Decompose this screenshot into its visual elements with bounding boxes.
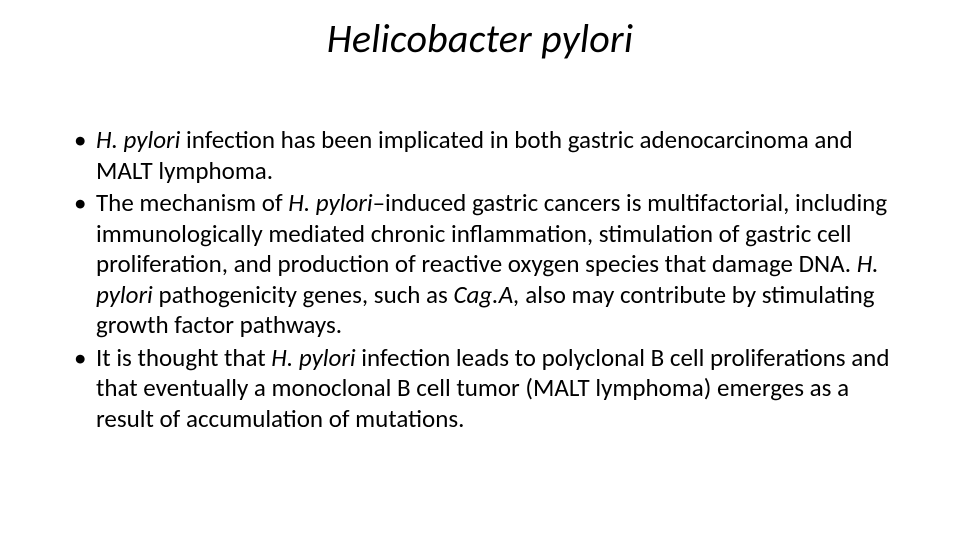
- text-run: pathogenicity genes, such as: [158, 279, 453, 310]
- text-run: The mechanism of: [96, 187, 288, 218]
- text-run: infection has been implicated in both ga…: [96, 124, 853, 186]
- bullet-item: It is thought that H. pylori infection l…: [96, 343, 900, 435]
- bullet-item: H. pylori infection has been implicated …: [96, 125, 900, 186]
- slide: Helicobacter pylori H. pylori infection …: [0, 0, 960, 540]
- text-run: H. pylori: [96, 124, 186, 155]
- slide-title: Helicobacter pylori: [60, 14, 900, 63]
- text-run: Cag.A,: [453, 279, 525, 310]
- text-run: H. pylori: [271, 342, 361, 373]
- bullet-item: The mechanism of H. pylori–induced gastr…: [96, 188, 900, 341]
- text-run: It is thought that: [96, 342, 271, 373]
- bullet-list: H. pylori infection has been implicated …: [60, 125, 900, 434]
- text-run: H. pylori: [288, 187, 372, 218]
